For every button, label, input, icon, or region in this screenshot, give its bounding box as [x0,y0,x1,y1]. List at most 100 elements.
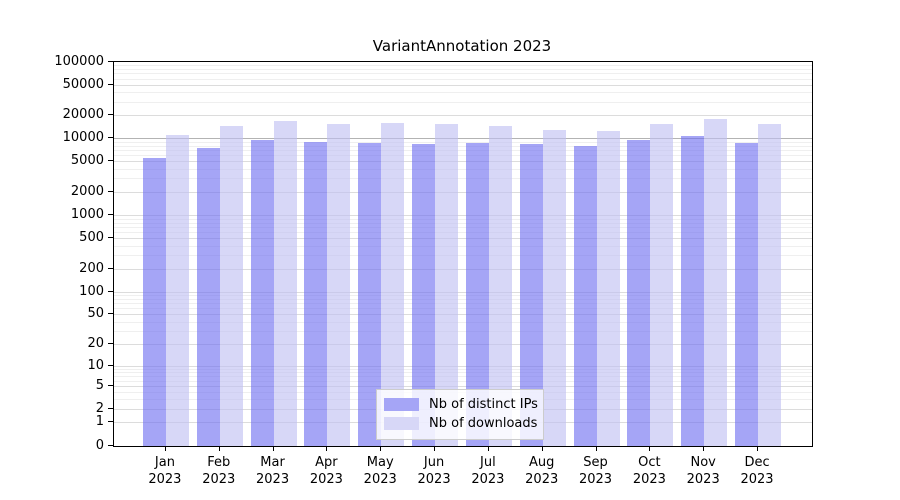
y-tick-label-10000: 10000 [62,130,104,146]
x-tick-label-dec: Dec 2023 [740,455,774,487]
gridline-3000 [114,178,812,180]
y-tick-mark-1 [108,421,113,423]
bar-distinct-ips-nov [681,135,705,446]
y-axis: 0 1 2 5 10 20 50 100 200 500 1000 2000 5000 10000 2000… [0,0,113,500]
gridline-600 [114,232,812,234]
gridline-200 [114,268,812,270]
gridline-100 [114,291,812,293]
x-cell-sep: Sep 2023 [569,446,623,496]
y-tick-label-200: 200 [79,260,104,276]
y-tick-mark-5 [108,384,113,386]
y-tick-mark-5000 [108,160,113,162]
x-tick-label-jun: Jun 2023 [417,455,451,487]
bar-group-feb [193,62,247,446]
y-tick-label-50000: 50000 [62,76,104,92]
y-tick-label-100: 100 [79,283,104,299]
bar-group-sep [570,62,624,446]
chart-title: VariantAnnotation 2023 [372,37,552,55]
x-cell-jul: Jul 2023 [461,446,515,496]
x-tick-label-oct: Oct 2023 [632,455,666,487]
gridline-6 [114,380,812,382]
bar-group-dec [731,62,785,446]
bar-downloads-jan [165,135,189,446]
y-tick-label-2000: 2000 [70,183,104,199]
y-tick-mark-10000 [108,137,113,139]
x-tick-mark-jun [434,446,436,451]
bar-group-jun [408,62,462,446]
gridline-90 [114,295,812,297]
gridline-30000 [114,101,812,103]
gridline-500 [114,238,812,240]
legend-swatch-distinct-ips [384,398,419,411]
y-tick-mark-0 [108,444,113,446]
bar-downloads-apr [327,124,351,446]
bar-distinct-ips-jan [142,158,166,446]
bar-downloads-dec [758,124,782,446]
gridline-50 [114,314,812,316]
y-tick-label-2: 2 [95,400,104,416]
x-tick-mark-mar [272,446,274,451]
gridline-70 [114,303,812,305]
bar-group-jul [462,62,516,446]
gridline-40000 [114,92,812,94]
gridline-50000 [114,84,812,86]
x-tick-label-jul: Jul 2023 [471,455,505,487]
bar-group-mar [247,62,301,446]
x-tick-label-may: May 2023 [363,455,397,487]
x-tick-mark-jan [164,446,166,451]
gridline-40 [114,321,812,323]
gridline-1000 [114,215,812,217]
bar-downloads-may [381,122,405,446]
gridline-10 [114,365,812,367]
gridline-9000 [114,141,812,143]
bar-distinct-ips-sep [573,145,597,446]
y-tick-label-20000: 20000 [62,107,104,123]
gridline-900 [114,218,812,220]
x-tick-mark-oct [649,446,651,451]
bar-distinct-ips-aug [519,144,543,446]
bar-distinct-ips-apr [304,141,328,446]
legend-label-distinct-ips: Nb of distinct IPs [429,397,538,412]
plot-area [113,61,813,447]
y-tick-mark-10 [108,364,113,366]
gridline-60000 [114,78,812,80]
y-tick-label-20: 20 [87,335,104,351]
x-tick-label-sep: Sep 2023 [578,455,613,487]
y-tick-label-10: 10 [87,357,104,373]
gridline-2000 [114,191,812,193]
x-cell-jun: Jun 2023 [407,446,461,496]
bar-distinct-ips-may [358,143,382,446]
x-tick-mark-may [380,446,382,451]
bar-group-may [354,62,408,446]
x-cell-apr: Apr 2023 [299,446,353,496]
x-tick-label-mar: Mar 2023 [256,455,290,487]
x-tick-mark-feb [218,446,220,451]
bar-distinct-ips-jun [412,143,436,446]
y-tick-mark-1000 [108,214,113,216]
gridline-5 [114,385,812,387]
x-tick-mark-sep [595,446,597,451]
bar-distinct-ips-mar [250,140,274,446]
y-tick-mark-50000 [108,83,113,85]
bar-downloads-mar [273,120,297,446]
gridline-8000 [114,145,812,147]
gridline-400 [114,245,812,247]
x-tick-mark-nov [703,446,705,451]
gridline-20000 [114,115,812,117]
bar-downloads-aug [542,130,566,446]
x-tick-mark-dec [757,446,759,451]
y-tick-label-500: 500 [79,230,104,246]
gridline-90000 [114,65,812,66]
gridline-300 [114,255,812,257]
gridline-20 [114,343,812,345]
bar-downloads-jun [435,124,459,446]
bar-group-jan [139,62,193,446]
y-tick-label-50: 50 [87,306,104,322]
x-cell-oct: Oct 2023 [622,446,676,496]
y-tick-mark-100000 [108,60,113,62]
bar-downloads-oct [650,124,674,446]
y-tick-label-1: 1 [95,414,104,430]
legend: Nb of distinct IPs Nb of downloads [376,389,544,440]
y-tick-mark-2 [108,407,113,409]
